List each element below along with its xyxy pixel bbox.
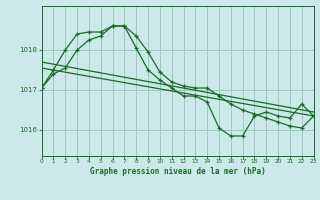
- X-axis label: Graphe pression niveau de la mer (hPa): Graphe pression niveau de la mer (hPa): [90, 167, 266, 176]
